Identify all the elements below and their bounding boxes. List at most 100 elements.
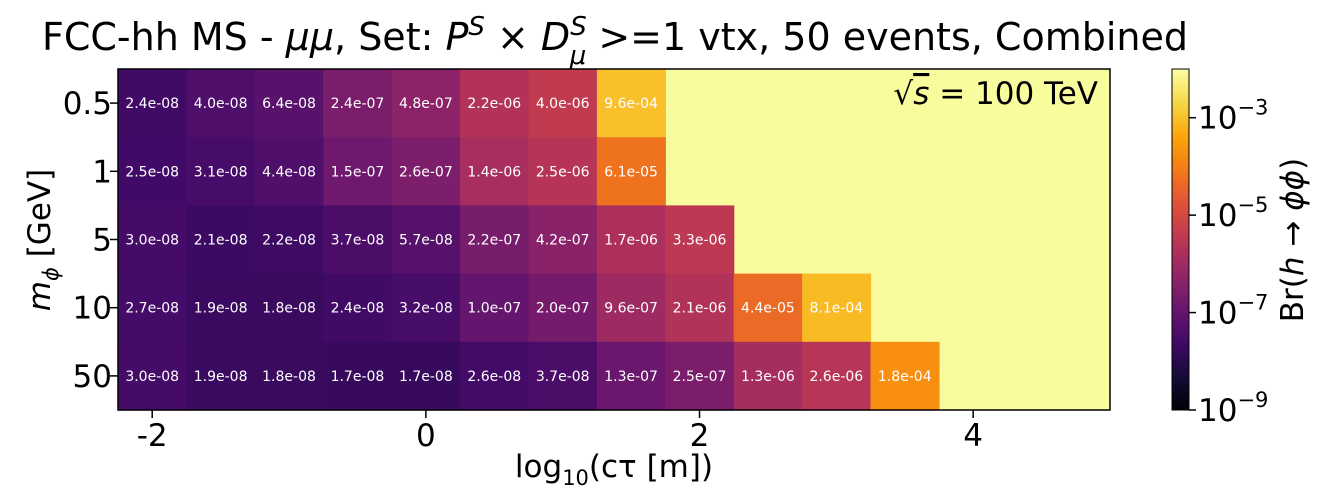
heatmap-cell	[118, 273, 188, 343]
heatmap-cell	[528, 273, 598, 343]
cell-value-label: 2.5e-07	[673, 369, 727, 385]
colorbar-tick-label: 10−9	[1198, 388, 1268, 429]
heatmap-cell	[596, 69, 666, 138]
cell-value-label: 3.0e-08	[125, 233, 179, 249]
cell-value-label: 9.6e-07	[604, 301, 658, 317]
x-tick-label: 0	[416, 418, 436, 454]
cell-value-label: 4.2e-07	[536, 233, 590, 249]
y-tick-label: 10	[73, 291, 112, 327]
cell-value-label: 1.9e-08	[194, 369, 248, 385]
heatmap-cell	[733, 273, 803, 343]
cell-value-label: 4.0e-08	[194, 96, 248, 112]
cell-value-label: 5.7e-08	[399, 233, 453, 249]
cell-value-label: 1.8e-08	[262, 369, 316, 385]
heatmap-cell	[391, 205, 461, 275]
heatmap-cell	[596, 137, 666, 206]
heatmap-cell	[186, 273, 256, 343]
cell-value-label: 8.1e-04	[809, 301, 863, 317]
cell-value-label: 9.6e-04	[604, 96, 658, 112]
heatmap-cell	[528, 205, 598, 275]
heatmap-cell	[460, 205, 530, 275]
heatmap-cell	[186, 69, 256, 138]
heatmap-cell	[323, 69, 393, 138]
heatmap-cell	[596, 341, 666, 411]
cell-value-label: 1.8e-08	[262, 301, 316, 317]
colorbar-tick-label: 10−3	[1198, 96, 1268, 137]
heatmap-cell	[391, 341, 461, 411]
heatmap-cell	[460, 273, 530, 343]
colorbar-ticks: 10−3 10−5 10−7 10−9	[1189, 96, 1268, 429]
heatmap-cell-labels: 2.4e-08 4.0e-08 6.4e-08 2.4e-07 4.8e-07 2.2e-…	[125, 96, 931, 385]
cell-value-label: 3.7e-08	[536, 369, 590, 385]
x-tick-label: 2	[690, 418, 710, 454]
heatmap-cell	[186, 137, 256, 206]
heatmap-cell	[460, 137, 530, 206]
heatmap-cell	[528, 341, 598, 411]
heatmap-cell	[118, 69, 188, 138]
heatmap-cell	[665, 341, 735, 411]
cell-value-label: 2.6e-06	[809, 369, 863, 385]
heatmap-cell	[391, 69, 461, 138]
cell-value-label: 1.0e-07	[467, 301, 521, 317]
y-tick-label: 50	[73, 359, 112, 395]
cell-value-label: 3.3e-06	[673, 233, 727, 249]
heatmap-cell	[118, 137, 188, 206]
cell-value-label: 1.8e-04	[878, 369, 932, 385]
energy-annotation: √s = 100 TeV	[893, 76, 1098, 112]
heatmap-cell	[528, 137, 598, 206]
heatmap-cell	[391, 137, 461, 206]
y-tick-label: 1	[92, 154, 112, 190]
cell-value-label: 2.4e-08	[331, 301, 385, 317]
cell-value-label: 2.1e-06	[673, 301, 727, 317]
heatmap-cell	[323, 137, 393, 206]
y-axis-ticks: 0.5 1 5 10 50	[63, 86, 118, 395]
cell-value-label: 1.3e-06	[741, 369, 795, 385]
cell-value-label: 3.0e-08	[125, 369, 179, 385]
heatmap-cell	[254, 205, 324, 275]
x-axis-ticks: -2 0 2 4	[137, 410, 983, 454]
cell-value-label: 3.7e-08	[331, 233, 385, 249]
heatmap-cell	[323, 341, 393, 411]
cell-value-label: 1.4e-06	[467, 164, 521, 180]
heatmap-cell	[802, 273, 872, 343]
cell-value-label: 4.4e-05	[741, 301, 795, 317]
cell-value-label: 2.2e-06	[467, 96, 521, 112]
cell-value-label: 3.2e-08	[399, 301, 453, 317]
heatmap-cell	[528, 69, 598, 138]
cell-value-label: 4.8e-07	[399, 96, 453, 112]
cell-value-label: 1.7e-08	[399, 369, 453, 385]
cell-value-label: 1.7e-06	[604, 233, 658, 249]
heatmap-cell	[596, 205, 666, 275]
cell-value-label: 2.6e-08	[467, 369, 521, 385]
cell-value-label: 1.9e-08	[194, 301, 248, 317]
heatmap-cell	[596, 273, 666, 343]
cell-value-label: 3.1e-08	[194, 164, 248, 180]
colorbar-label: Br(h → ϕϕ)	[1275, 158, 1311, 322]
cell-value-label: 6.1e-05	[604, 164, 658, 180]
cell-value-label: 1.7e-08	[331, 369, 385, 385]
cell-value-label: 2.4e-08	[125, 96, 179, 112]
cell-value-label: 2.5e-06	[536, 164, 590, 180]
colorbar-tick-label: 10−5	[1198, 193, 1268, 234]
heatmap-cell	[870, 341, 940, 411]
cell-value-label: 2.6e-07	[399, 164, 453, 180]
heatmap-cell	[665, 205, 735, 275]
heatmap-cell	[460, 69, 530, 138]
x-tick-label: -2	[137, 418, 168, 454]
heatmap-cell	[802, 341, 872, 411]
cell-value-label: 2.2e-07	[467, 233, 521, 249]
heatmap-cell	[254, 341, 324, 411]
heatmap-cell	[254, 137, 324, 206]
chart-title: FCC-hh MS - μμ, Set: PS × DS μ >=1 vtx, 5…	[42, 12, 1188, 71]
heatmap-cell	[733, 341, 803, 411]
cell-value-label: 2.2e-08	[262, 233, 316, 249]
heatmap-cell	[254, 69, 324, 138]
heatmap-cells	[118, 69, 940, 411]
cell-value-label: 1.3e-07	[604, 369, 658, 385]
x-tick-label: 4	[963, 418, 983, 454]
heatmap-cell	[186, 341, 256, 411]
heatmap-cell	[118, 341, 188, 411]
heatmap-cell	[186, 205, 256, 275]
heatmap-cell	[323, 205, 393, 275]
